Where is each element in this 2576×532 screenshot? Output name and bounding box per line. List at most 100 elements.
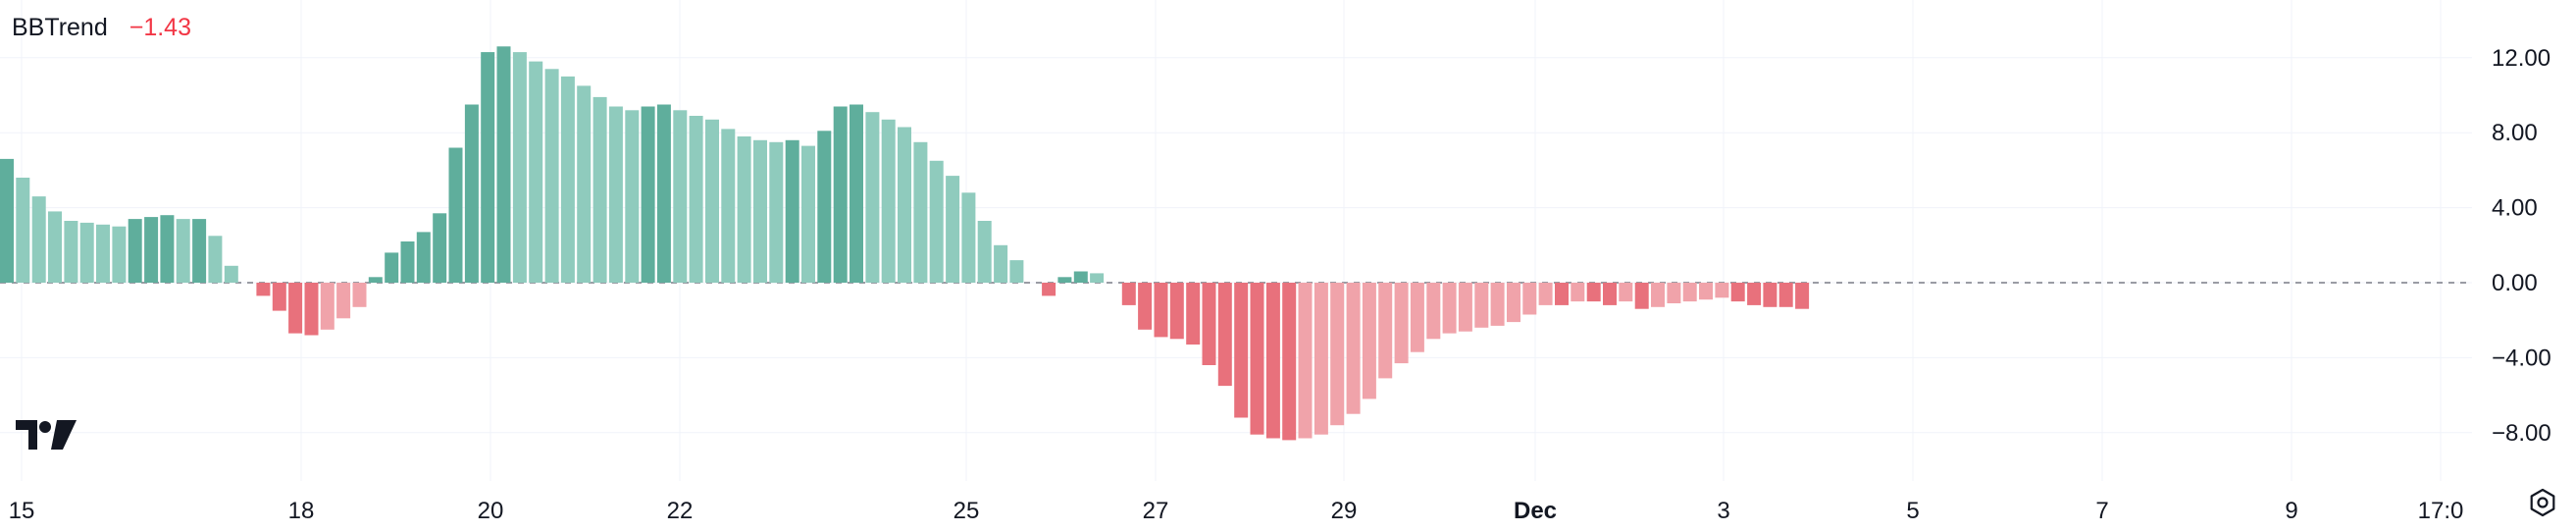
bar-88 (1410, 283, 1424, 352)
bar-96 (1538, 283, 1553, 305)
bar-25 (400, 241, 415, 283)
bar-20 (320, 283, 335, 330)
bar-95 (1522, 283, 1537, 315)
bar-45 (721, 129, 736, 283)
bar-13 (208, 236, 223, 284)
y-tick-label-2: 4.00 (2492, 195, 2538, 222)
x-tick-label-4: 25 (953, 498, 980, 524)
bar-26 (416, 232, 431, 283)
bar-77 (1234, 283, 1249, 418)
indicator-legend[interactable]: BBTrend −1.43 (12, 14, 191, 42)
bar-40 (641, 106, 655, 283)
x-tick-label-2: 20 (478, 498, 504, 524)
bar-74 (1186, 283, 1201, 345)
bar-35 (560, 76, 575, 284)
bar-72 (1154, 283, 1168, 338)
x-tick-label-8: 3 (1717, 498, 1729, 524)
bar-102 (1634, 283, 1649, 309)
bar-42 (673, 110, 688, 283)
bar-12 (192, 219, 207, 283)
indicator-name: BBTrend (12, 14, 108, 41)
bar-97 (1555, 283, 1569, 305)
gear-icon[interactable] (2527, 487, 2558, 523)
bar-112 (1795, 283, 1810, 309)
bar-108 (1730, 283, 1745, 302)
bar-10 (160, 215, 175, 283)
bar-36 (577, 85, 592, 284)
bar-99 (1586, 283, 1601, 302)
time-axis[interactable]: 15 18 20 22 25 27 29 Dec 3 5 7 9 17:0 (9, 498, 2464, 524)
x-tick-label-6: 29 (1331, 498, 1358, 524)
bar-60 (961, 192, 976, 283)
bar-38 (608, 106, 623, 283)
bar-29 (464, 104, 479, 283)
bar-33 (529, 61, 543, 283)
tradingview-logo-icon[interactable] (16, 420, 78, 456)
bar-70 (1121, 283, 1136, 305)
bar-18 (288, 283, 303, 334)
bar-46 (737, 136, 751, 283)
bar-107 (1715, 283, 1729, 298)
bar-105 (1682, 283, 1697, 302)
bar-34 (544, 69, 559, 283)
y-tick-label-5: −8.00 (2492, 420, 2551, 447)
bar-31 (496, 46, 511, 283)
x-tick-label-5: 27 (1143, 498, 1169, 524)
bar-14 (224, 265, 238, 283)
bar-81 (1298, 283, 1313, 439)
bar-63 (1009, 260, 1024, 283)
bar-37 (592, 96, 607, 284)
bar-82 (1314, 283, 1328, 435)
y-tick-label-0: 12.00 (2492, 45, 2550, 72)
bar-100 (1603, 283, 1617, 305)
bar-87 (1394, 283, 1409, 364)
bar-71 (1138, 283, 1153, 330)
bar-89 (1426, 283, 1441, 340)
bar-54 (865, 112, 880, 283)
bar-21 (336, 283, 351, 319)
bar-49 (785, 139, 799, 283)
bar-84 (1346, 283, 1361, 414)
bar-17 (272, 283, 286, 311)
x-tick-label-3: 22 (667, 498, 694, 524)
bar-79 (1265, 283, 1280, 439)
bar-9 (144, 217, 159, 283)
price-axis[interactable]: 12.00 8.00 4.00 0.00 −4.00 −8.00 (2492, 45, 2551, 447)
bar-19 (304, 283, 319, 336)
bar-32 (512, 52, 527, 283)
bar-101 (1619, 283, 1633, 302)
bar-0 (0, 158, 14, 283)
bar-52 (833, 106, 848, 283)
bar-8 (128, 219, 142, 283)
bar-73 (1169, 283, 1184, 340)
y-tick-label-4: −4.00 (2492, 345, 2551, 371)
bar-80 (1282, 283, 1297, 441)
bar-2 (31, 196, 46, 283)
bar-104 (1667, 283, 1681, 303)
bar-53 (850, 104, 863, 283)
bar-111 (1778, 283, 1793, 307)
bar-93 (1490, 283, 1505, 326)
bar-43 (689, 116, 703, 283)
bar-62 (994, 244, 1008, 283)
bar-76 (1217, 283, 1232, 387)
bar-103 (1651, 283, 1665, 307)
bar-59 (946, 176, 960, 283)
bar-6 (96, 224, 110, 283)
x-tick-label-9: 5 (1906, 498, 1919, 524)
bar-30 (481, 52, 495, 283)
indicator-value: −1.43 (129, 14, 191, 41)
bar-58 (929, 160, 944, 283)
x-tick-label-11: 9 (2285, 498, 2297, 524)
bar-56 (898, 127, 911, 283)
bar-85 (1362, 283, 1376, 399)
bar-65 (1042, 283, 1056, 296)
bar-27 (433, 213, 447, 283)
histogram-bars (0, 46, 1810, 441)
bar-48 (769, 141, 784, 284)
x-tick-label-12: 17:0 (2418, 498, 2464, 524)
bar-94 (1507, 283, 1520, 323)
bar-50 (801, 145, 815, 283)
bar-4 (64, 221, 78, 283)
